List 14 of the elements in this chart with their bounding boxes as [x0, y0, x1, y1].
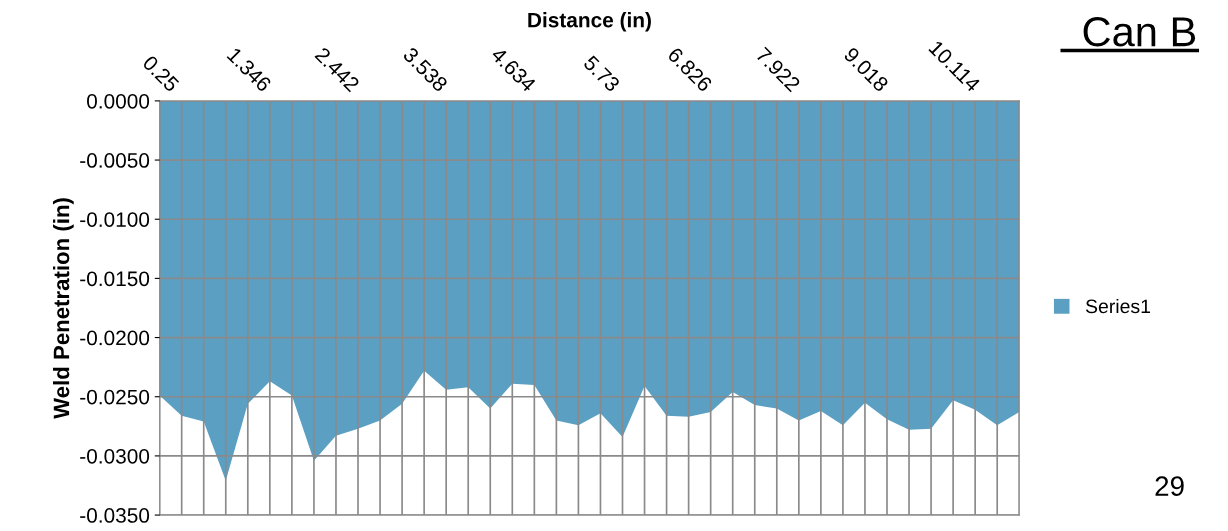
- y-tick-label: -0.0250: [80, 389, 150, 405]
- text: Can B: [1083, 17, 1196, 47]
- y-axis-title: Weld Penetration (in): [53, 198, 74, 419]
- y-tick-label: -0.0100: [80, 212, 150, 227]
- y-tick-label: -0.0150: [80, 271, 150, 287]
- y-tick-label: 0.0000: [87, 93, 150, 109]
- legend-label: Series1: [1085, 298, 1151, 314]
- text: 29: [1155, 476, 1184, 496]
- y-tick-label: -0.0300: [80, 448, 150, 464]
- y-tick-label: -0.0200: [80, 330, 150, 346]
- y-tick-label: -0.0350: [80, 508, 150, 523]
- x-tick-label: 0.25: [141, 54, 180, 93]
- y-tick-label: -0.0050: [80, 153, 150, 168]
- x-axis-title: Distance (in): [528, 12, 651, 32]
